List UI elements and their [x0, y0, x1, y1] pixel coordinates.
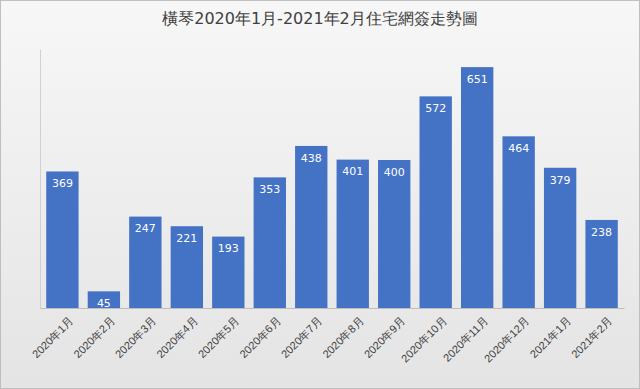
bar: [46, 171, 78, 308]
bar: [295, 146, 327, 308]
y-axis: [40, 50, 41, 309]
plot-area: 3694524722119335343840140057265146437923…: [30, 50, 625, 365]
data-label: 401: [342, 165, 363, 178]
bar: [171, 226, 203, 308]
x-tick-label: 2020年5月: [196, 315, 242, 361]
data-label: 464: [508, 142, 529, 155]
x-tick-label: 2020年1月: [30, 315, 76, 361]
x-tick: 2021年1月: [528, 315, 574, 361]
x-tick: 2020年6月: [237, 315, 283, 361]
x-tick: 2020年5月: [196, 315, 242, 361]
x-tick-label: 2020年3月: [113, 315, 159, 361]
bar: [585, 220, 617, 308]
x-tick: 2020年3月: [113, 315, 159, 361]
data-label: 651: [467, 73, 488, 86]
x-tick-label: 2021年2月: [569, 315, 615, 361]
x-axis-line: [41, 308, 625, 309]
y-axis-line: [40, 50, 41, 309]
bar: [461, 67, 493, 308]
bar: [378, 160, 410, 308]
chart-container: 橫琴2020年1月-2021年2月住宅網簽走勢圖3694524722119335…: [0, 0, 640, 389]
x-tick-label: 2021年1月: [528, 315, 574, 361]
x-tick-label: 2020年7月: [279, 315, 325, 361]
bars: [46, 67, 618, 308]
x-tick: 2020年1月: [30, 315, 76, 361]
bar: [212, 237, 244, 308]
bar: [502, 136, 534, 308]
data-label: 221: [176, 232, 197, 245]
bar: [254, 177, 286, 308]
x-tick-label: 2020年2月: [71, 315, 117, 361]
x-tick: 2020年7月: [279, 315, 325, 361]
data-label: 247: [135, 222, 156, 235]
data-label: 238: [591, 226, 612, 239]
data-label: 193: [218, 242, 239, 255]
x-tick: 2021年2月: [569, 315, 615, 361]
bar: [420, 96, 452, 308]
bar: [544, 168, 576, 308]
x-tick-label: 2020年12月: [482, 315, 532, 365]
chart-title: 橫琴2020年1月-2021年2月住宅網簽走勢圖: [162, 9, 478, 28]
x-tick-label: 2020年6月: [237, 315, 283, 361]
data-label: 379: [550, 174, 571, 187]
data-label: 369: [52, 177, 73, 190]
x-tick-label: 2020年8月: [320, 315, 366, 361]
data-label: 572: [425, 102, 446, 115]
x-tick: 2020年12月: [482, 315, 532, 365]
data-label: 400: [384, 166, 405, 179]
background: [1, 1, 640, 389]
data-label: 353: [259, 183, 280, 196]
x-tick: 2020年8月: [320, 315, 366, 361]
x-tick: 2020年2月: [71, 315, 117, 361]
x-axis: 2020年1月2020年2月2020年3月2020年4月2020年5月2020年…: [30, 309, 625, 365]
bar: [129, 217, 161, 308]
chart-svg: 橫琴2020年1月-2021年2月住宅網簽走勢圖3694524722119335…: [0, 0, 640, 389]
data-label: 438: [301, 152, 322, 165]
bar: [337, 160, 369, 308]
x-tick-label: 2020年4月: [154, 315, 200, 361]
x-tick: 2020年4月: [154, 315, 200, 361]
data-labels: 3694524722119335343840140057265146437923…: [52, 73, 612, 310]
